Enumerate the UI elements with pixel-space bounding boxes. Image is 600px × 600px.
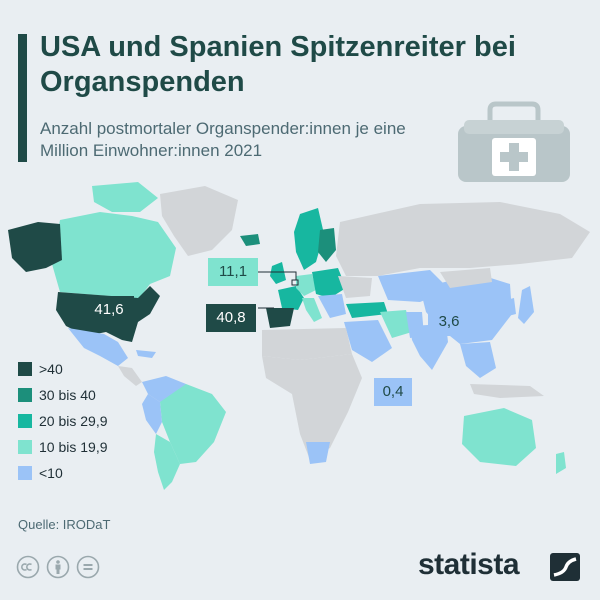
saudi-arabia	[344, 320, 392, 362]
france	[278, 286, 304, 310]
legend-swatch	[18, 362, 32, 376]
china-value-label: 3,6	[428, 308, 470, 336]
canada	[52, 212, 176, 300]
norway-sweden	[294, 208, 324, 270]
africa	[262, 354, 362, 460]
canada-islands	[92, 182, 158, 212]
statista-logo-icon[interactable]	[550, 553, 580, 581]
page-subtitle: Anzahl postmortaler Organspender:innen j…	[40, 119, 406, 160]
germany	[296, 274, 316, 296]
ukraine	[338, 276, 372, 298]
uk	[270, 262, 286, 284]
peru	[142, 394, 162, 434]
north-africa	[262, 328, 352, 360]
license-icons	[16, 555, 100, 579]
legend-item: >40	[18, 358, 108, 380]
page-title: USA und Spanien Spitzenreiter bei Organs…	[40, 31, 516, 98]
south-africa	[306, 442, 330, 464]
spain	[266, 308, 294, 328]
legend-item: 30 bis 40	[18, 384, 108, 406]
turkey	[346, 302, 388, 318]
greenland	[160, 186, 238, 256]
balkans	[318, 294, 346, 318]
brand-wordmark[interactable]: statista	[418, 548, 520, 581]
medical-kit-icon	[458, 101, 570, 182]
legend-item: 20 bis 29,9	[18, 410, 108, 432]
mongolia	[440, 268, 492, 288]
spain-value-label: 40,8	[206, 304, 256, 332]
map-legend: >40 30 bis 40 20 bis 29,9 10 bis 19,9 <1…	[18, 358, 108, 488]
central-america	[118, 366, 142, 386]
person-icon[interactable]	[46, 555, 70, 579]
russia	[336, 202, 590, 276]
germany-value-label: 11,1	[208, 258, 258, 286]
cc-icon[interactable]	[16, 555, 40, 579]
mexico	[68, 328, 128, 366]
italy	[302, 298, 322, 322]
india-value-label: 0,4	[374, 378, 412, 406]
brazil	[160, 384, 226, 464]
usa-value-label: 41,6	[84, 296, 134, 324]
central-europe	[312, 268, 346, 298]
new-zealand	[556, 452, 566, 474]
title-accent-bar	[18, 34, 27, 162]
legend-item: <10	[18, 462, 108, 484]
source-note: Quelle: IRODaT	[18, 517, 111, 532]
indonesia	[470, 384, 544, 398]
southeast-asia	[460, 342, 496, 378]
iceland	[240, 234, 260, 246]
equals-icon[interactable]	[76, 555, 100, 579]
finland	[318, 228, 336, 262]
korea	[506, 298, 516, 316]
australia	[462, 408, 536, 466]
legend-swatch	[18, 466, 32, 480]
argentina	[154, 434, 180, 490]
legend-item: 10 bis 19,9	[18, 436, 108, 458]
iran	[380, 310, 412, 338]
legend-swatch	[18, 388, 32, 402]
legend-swatch	[18, 440, 32, 454]
alaska	[8, 222, 62, 272]
label-leader-lines	[258, 271, 299, 309]
japan	[518, 286, 534, 324]
legend-swatch	[18, 414, 32, 428]
cuba	[136, 350, 156, 358]
